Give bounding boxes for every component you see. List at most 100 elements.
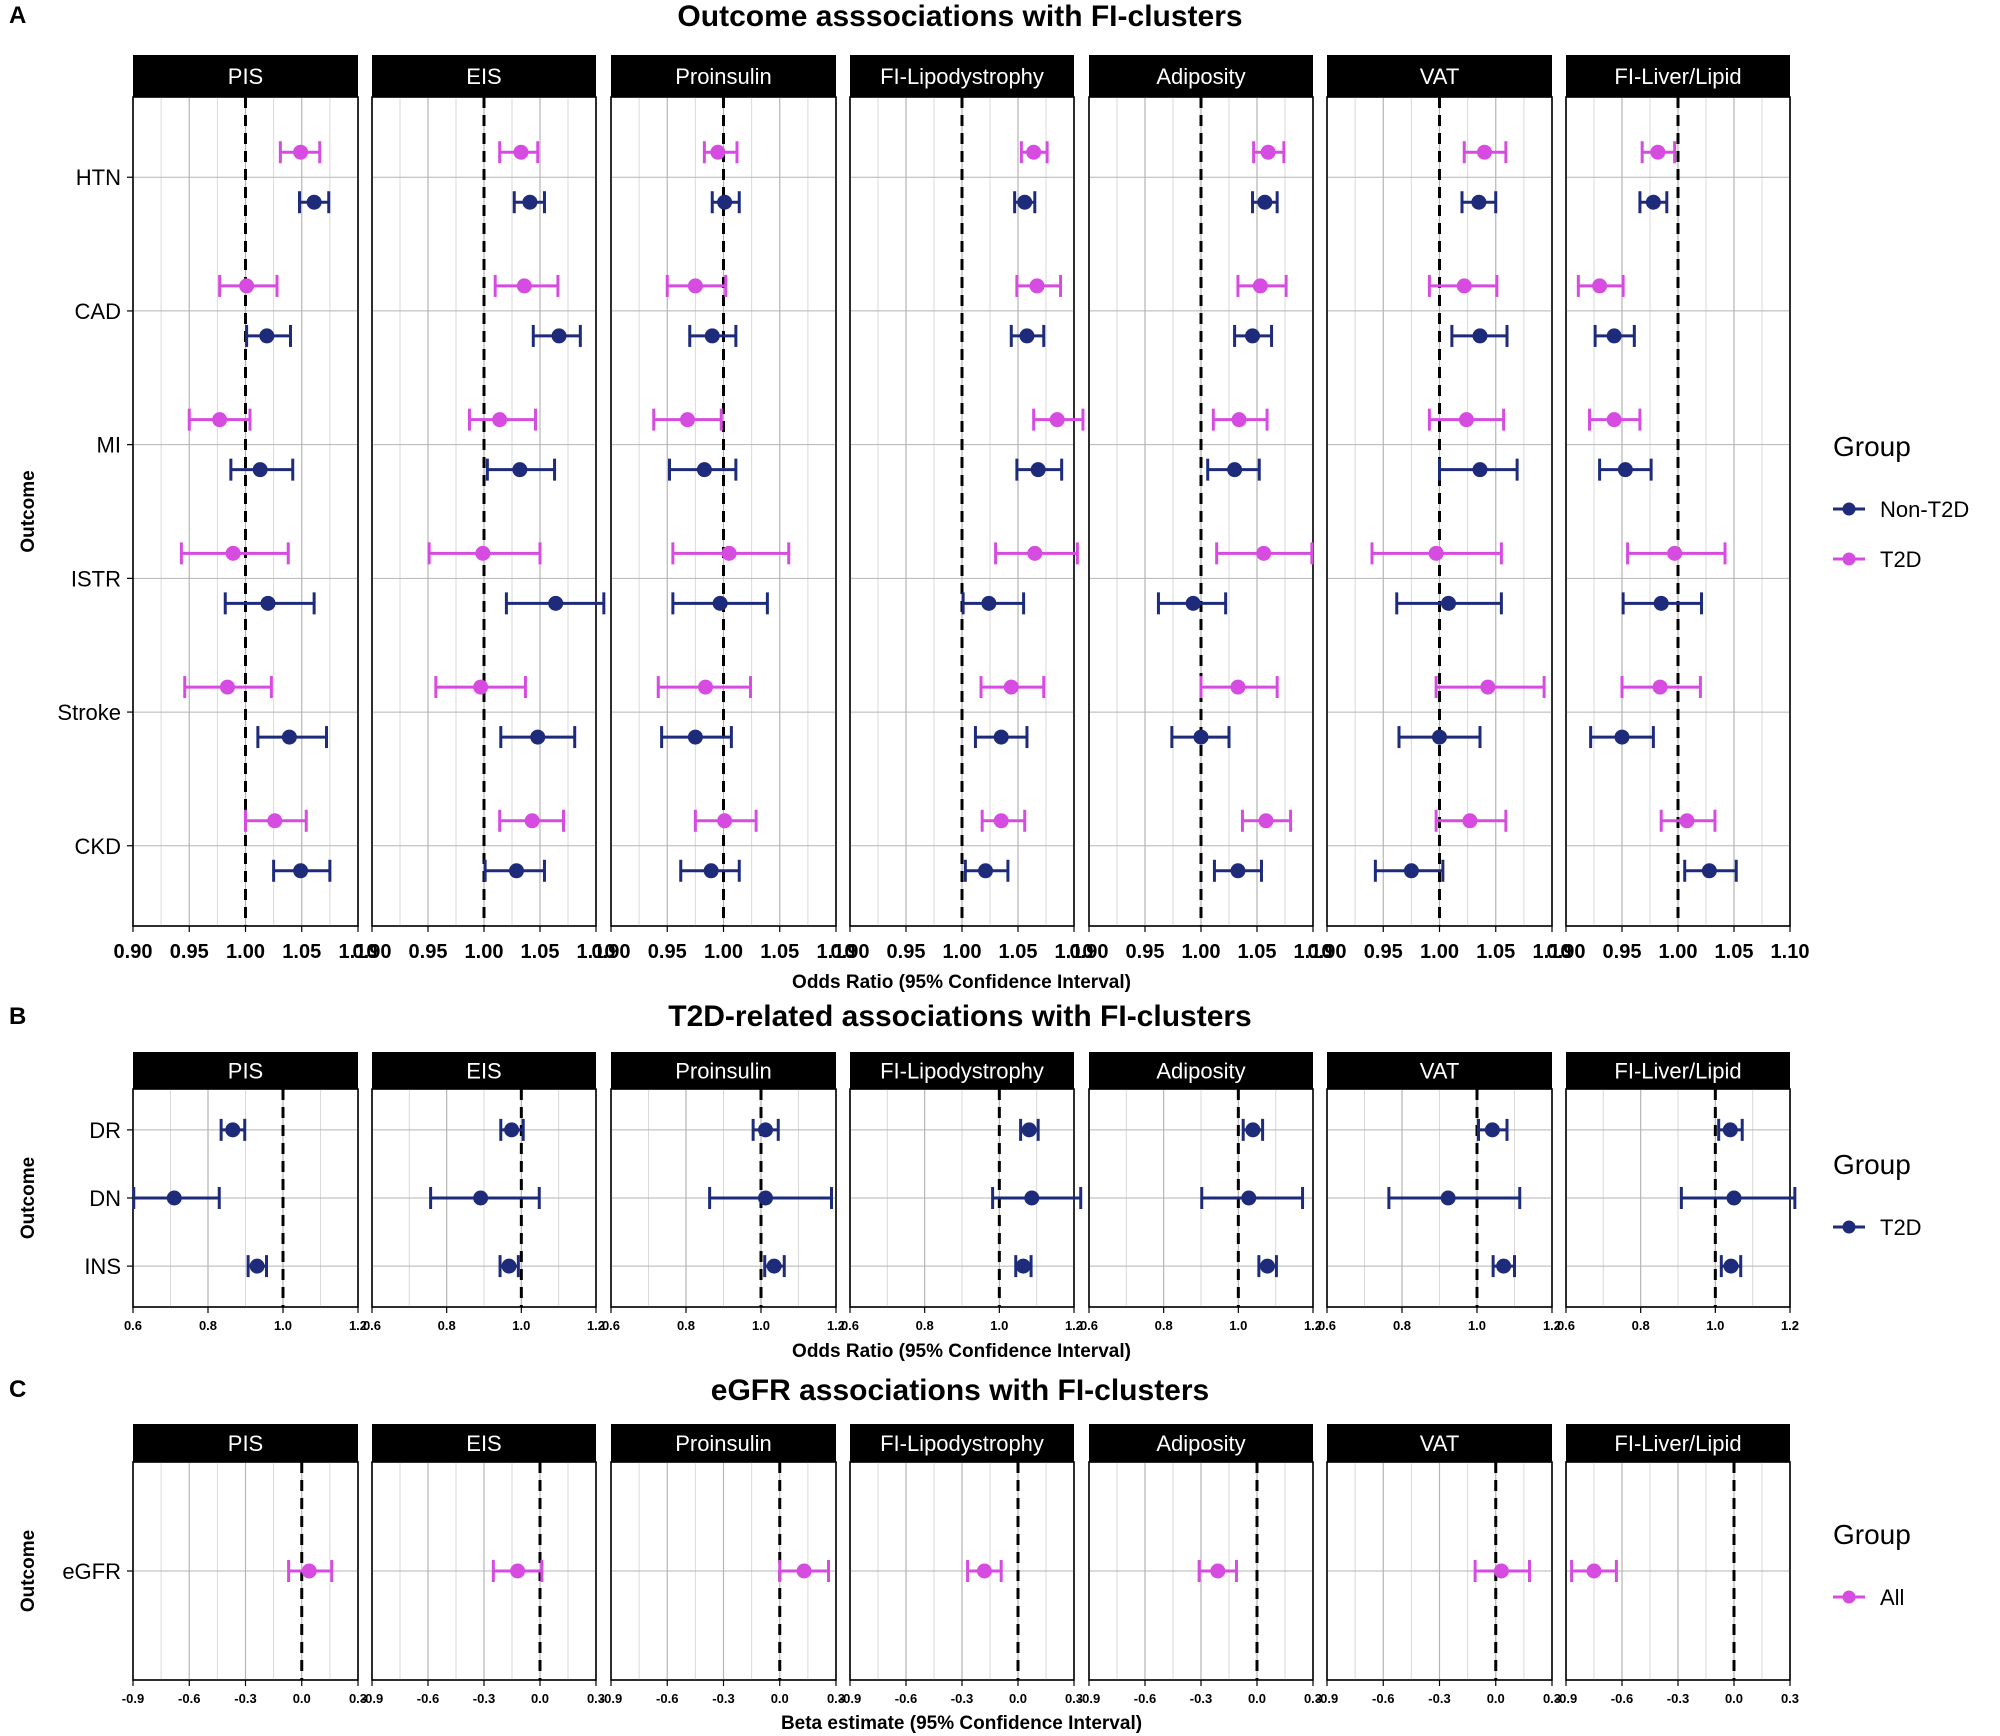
t2d-pis-ins-point (249, 1258, 265, 1274)
strip-label: FI-Liver/Lipid (1614, 1431, 1741, 1456)
x-tick-label: -0.3 (234, 1691, 256, 1706)
t2d-pis-istr-point (225, 545, 241, 561)
t2d-eis-dn-point (473, 1190, 489, 1206)
strip-label: VAT (1420, 1059, 1460, 1084)
x-tick-label: 1.00 (943, 941, 982, 963)
x-tick-label: 0.90 (831, 941, 870, 963)
x-tick-label: 0.0 (1009, 1691, 1027, 1706)
x-tick-label: -0.6 (417, 1691, 439, 1706)
t2d-fi-liver-lipid-mi-point (1606, 412, 1622, 428)
t2d-vat-cad-point (1456, 278, 1472, 294)
t2d-fi-liver-lipid-dn-point (1726, 1190, 1742, 1206)
non-t2d-proinsulin-stroke-point (687, 729, 703, 745)
t2d-proinsulin-dn-point (758, 1190, 773, 1206)
y-tick-label: CKD (75, 834, 121, 859)
x-tick-label: 1.05 (282, 941, 321, 963)
non-t2d-fi-liver-lipid-istr-point (1653, 595, 1669, 611)
strip-fi-lipodystrophy (850, 1052, 1074, 1089)
x-tick-label: 0.6 (841, 1318, 859, 1333)
x-tick-label: 0.90 (1308, 941, 1347, 963)
y-axis-title: Outcome (18, 1530, 39, 1612)
x-tick-label: 1.00 (1420, 941, 1459, 963)
strip-adiposity (1089, 55, 1313, 97)
t2d-fi-lipodystrophy-ckd-point (993, 813, 1009, 829)
non-t2d-vat-ckd-point (1403, 863, 1419, 879)
non-t2d-fi-liver-lipid-htn-point (1645, 194, 1661, 210)
strip-pis (133, 55, 358, 97)
non-t2d-eis-stroke-point (530, 729, 546, 745)
t2d-proinsulin-cad-point (687, 278, 703, 294)
x-tick-label: 1.00 (1659, 941, 1698, 963)
facet-border (610, 1088, 837, 1308)
y-tick-label: ISTR (71, 566, 121, 591)
strip-fi-liver-lipid (1566, 1052, 1790, 1089)
y-tick-label: Stroke (57, 700, 121, 725)
strip-vat (1327, 1424, 1552, 1462)
strip-label: FI-Liver/Lipid (1614, 1059, 1741, 1084)
x-tick-label: -0.9 (361, 1691, 383, 1706)
y-tick-label: CAD (75, 299, 121, 324)
non-t2d-adiposity-htn-point (1257, 194, 1273, 210)
x-tick-label: 0.95 (1603, 941, 1642, 963)
non-t2d-pis-htn-point (306, 194, 322, 210)
strip-label: FI-Lipodystrophy (880, 64, 1044, 89)
t2d-eis-ins-point (501, 1258, 517, 1274)
strip-adiposity (1089, 1052, 1313, 1089)
non-t2d-adiposity-istr-point (1185, 595, 1201, 611)
x-tick-label: 1.10 (1533, 941, 1572, 963)
x-tick-label: 1.2 (1781, 1318, 1799, 1333)
x-tick-label: -0.3 (1428, 1691, 1450, 1706)
y-tick-label: INS (84, 1254, 121, 1279)
t2d-fi-liver-lipid-cad-point (1592, 278, 1608, 294)
x-tick-label: 0.0 (293, 1691, 311, 1706)
x-tick-label: -0.6 (895, 1691, 917, 1706)
non-t2d-pis-cad-point (259, 328, 275, 344)
x-tick-label: -0.9 (839, 1691, 861, 1706)
t2d-pis-stroke-point (220, 679, 235, 695)
strip-eis (372, 1052, 596, 1089)
non-t2d-vat-mi-point (1472, 462, 1488, 478)
x-tick-label: 0.90 (114, 941, 153, 963)
x-tick-label: 0.8 (199, 1318, 217, 1333)
facet-border (371, 1088, 597, 1308)
non-t2d-eis-htn-point (522, 194, 538, 210)
t2d-adiposity-htn-point (1260, 144, 1276, 160)
all-fi-lipodystrophy-egfr-point (976, 1563, 992, 1579)
x-tick-label: 0.95 (1126, 941, 1165, 963)
strip-label: Proinsulin (675, 1059, 772, 1084)
t2d-eis-ckd-point (524, 813, 540, 829)
t2d-vat-ins-point (1496, 1258, 1512, 1274)
y-axis-title: Outcome (18, 1157, 39, 1239)
t2d-vat-ckd-point (1462, 813, 1478, 829)
t2d-eis-cad-point (516, 278, 532, 294)
non-t2d-fi-lipodystrophy-mi-point (1030, 462, 1046, 478)
x-tick-label: 0.8 (1155, 1318, 1173, 1333)
y-tick-label: DR (89, 1118, 121, 1143)
x-tick-label: 0.0 (1248, 1691, 1266, 1706)
non-t2d-proinsulin-mi-point (696, 462, 712, 478)
x-tick-label: 1.2 (827, 1318, 845, 1333)
x-tick-label: 1.2 (349, 1318, 367, 1333)
t2d-eis-htn-point (513, 144, 529, 160)
x-tick-label: 0.8 (677, 1318, 695, 1333)
legend-label: T2D (1880, 1215, 1922, 1240)
x-tick-label: 0.0 (531, 1691, 549, 1706)
non-t2d-fi-lipodystrophy-stroke-point (993, 729, 1009, 745)
x-tick-label: -0.9 (1078, 1691, 1100, 1706)
t2d-fi-lipodystrophy-mi-point (1049, 412, 1065, 428)
non-t2d-proinsulin-istr-point (712, 595, 728, 611)
all-fi-liver-lipid-egfr-point (1586, 1563, 1602, 1579)
t2d-eis-dr-point (504, 1122, 520, 1138)
x-tick-label: 1.10 (1771, 941, 1810, 963)
all-pis-egfr-point (301, 1563, 317, 1579)
x-tick-label: 0.95 (887, 941, 926, 963)
x-tick-label: 1.10 (1294, 941, 1333, 963)
strip-proinsulin (611, 1424, 836, 1462)
non-t2d-proinsulin-cad-point (704, 328, 720, 344)
non-t2d-adiposity-ckd-point (1230, 863, 1246, 879)
t2d-eis-istr-point (475, 545, 491, 561)
x-tick-label: -0.3 (712, 1691, 734, 1706)
x-tick-label: 1.05 (760, 941, 799, 963)
legend-title: Group (1833, 431, 1911, 462)
